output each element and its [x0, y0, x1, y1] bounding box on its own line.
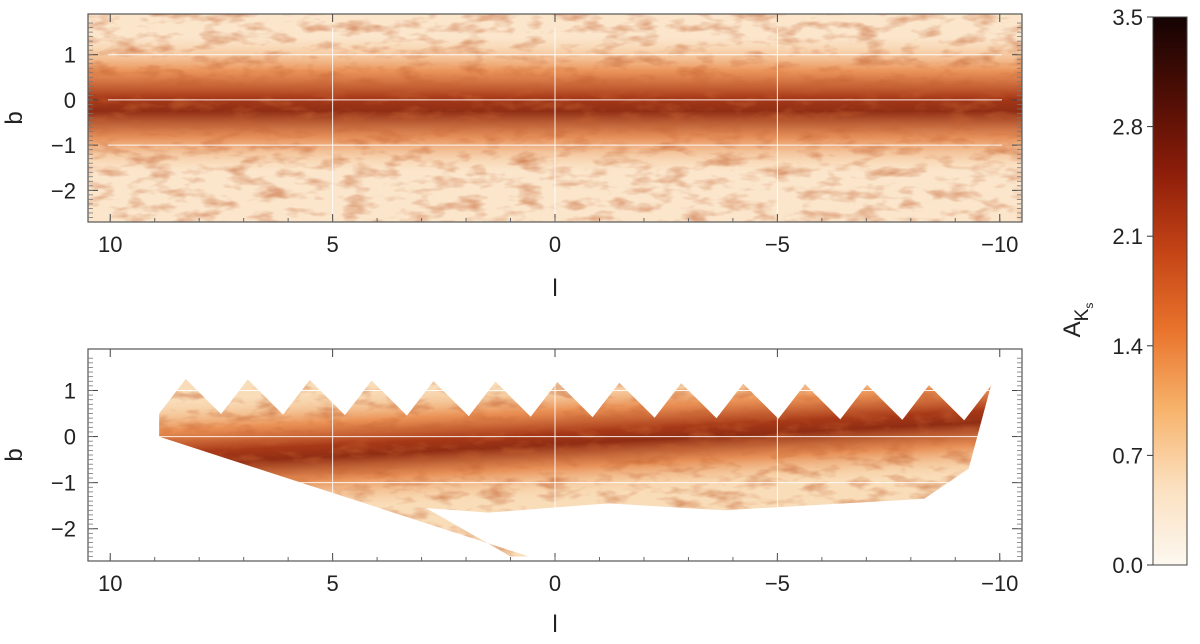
top-y-tick-label: −1 [51, 133, 76, 158]
colorbar-tick-label: 2.8 [1112, 115, 1143, 140]
top-x-tick-label: −10 [981, 232, 1018, 257]
top-grid-lines [108, 28, 1002, 220]
colorbar-label-subsub: s [1082, 303, 1096, 309]
top-x-tick-label: 10 [98, 232, 122, 257]
bottom-x-axis-label: l [552, 611, 557, 638]
bottom-x-tick-label: −10 [981, 571, 1018, 596]
colorbar-tick-label: 0.0 [1112, 553, 1143, 578]
bottom-y-tick-label: 1 [64, 378, 76, 403]
colorbar-label-main: A [1059, 321, 1086, 337]
top-y-tick-label: 1 [64, 43, 76, 68]
top-y-tick-label: −2 [51, 178, 76, 203]
colorbar-tick-label: 3.5 [1112, 5, 1143, 30]
colorbar-label: AKs [1059, 303, 1096, 338]
colorbar: 0.0 0.7 1.4 2.1 2.8 3.5 AKs [1059, 5, 1188, 578]
bottom-x-tick-label: 5 [326, 571, 338, 596]
top-x-axis-label: l [552, 275, 557, 302]
bottom-y-tick-label: −2 [51, 517, 76, 542]
top-y-tick-label: 0 [64, 88, 76, 113]
colorbar-tick-label: 1.4 [1112, 334, 1143, 359]
colorbar-gradient [1152, 16, 1188, 566]
colorbar-tick-label: 2.1 [1112, 224, 1143, 249]
bottom-grid-lines [108, 363, 1002, 559]
colorbar-tick-label: 0.7 [1112, 443, 1143, 468]
bottom-y-tick-label: 0 [64, 425, 76, 450]
colorbar-label-sub: K [1072, 308, 1093, 321]
bottom-y-axis-label: b [1, 448, 28, 461]
top-x-tick-label: 5 [326, 232, 338, 257]
colorbar-ticks: 0.0 0.7 1.4 2.1 2.8 3.5 [1112, 5, 1153, 578]
top-x-tick-label: 0 [549, 232, 561, 257]
bottom-y-tick-label: −1 [51, 471, 76, 496]
top-x-tick-label: −5 [765, 232, 790, 257]
bottom-x-tick-label: 10 [98, 571, 122, 596]
bottom-x-tick-label: −5 [765, 571, 790, 596]
svg-text:AKs: AKs [1059, 303, 1096, 338]
bottom-x-tick-label: 0 [549, 571, 561, 596]
top-y-axis-label: b [1, 111, 28, 124]
